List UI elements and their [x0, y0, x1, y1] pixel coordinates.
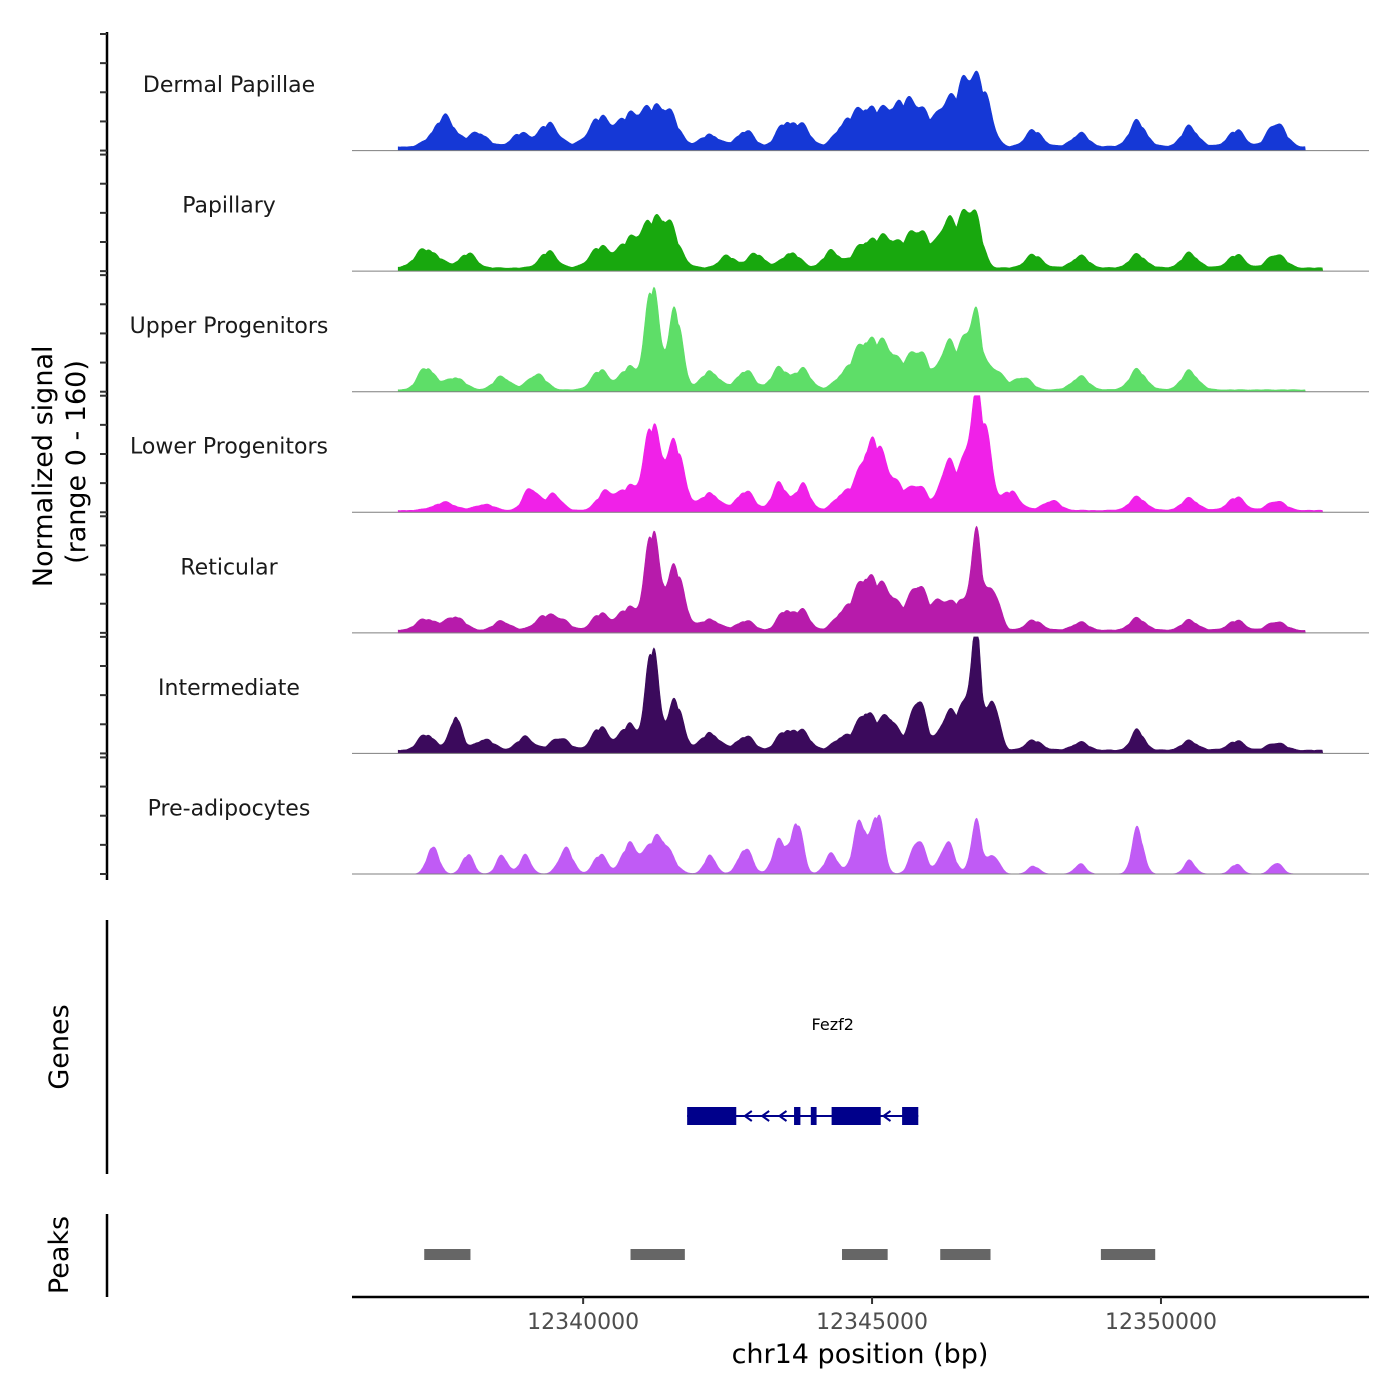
track-pre-adipocytes: [352, 814, 1369, 875]
y-axis-title-line1: Normalized signal: [28, 346, 59, 588]
track-label-intermediate: Intermediate: [158, 676, 300, 701]
coverage-area-dermal-papillae: [397, 70, 1306, 151]
coverage-area-pre-adipocytes: [398, 814, 1323, 875]
coverage-area-intermediate: [397, 636, 1324, 754]
track-dermal-papillae: [352, 70, 1369, 152]
y-axis-title: Normalized signal (range 0 - 160): [28, 337, 92, 587]
coverage-y-ticks: [100, 33, 107, 875]
track-upper-progenitors: [352, 286, 1369, 393]
gene-exon: [810, 1107, 817, 1125]
gene-exon: [831, 1107, 881, 1125]
gene-exon: [902, 1107, 919, 1125]
gene-annotation-track: Fezf2: [687, 1015, 919, 1125]
peaks-panel-label: Peaks: [44, 1216, 75, 1294]
track-label-lower-progenitors: Lower Progenitors: [130, 435, 328, 460]
peak-region: [842, 1249, 888, 1260]
peak-region: [1100, 1249, 1156, 1260]
coverage-area-lower-progenitors: [397, 395, 1324, 513]
peaks-track: [424, 1249, 1156, 1260]
peak-region: [940, 1249, 991, 1260]
strand-arrow: [743, 1110, 753, 1122]
coverage-tracks: [352, 70, 1369, 875]
coverage-area-papillary: [397, 208, 1324, 272]
gene-name-label: Fezf2: [812, 1015, 854, 1034]
strand-arrow: [760, 1110, 770, 1122]
x-tick-label: 12345000: [816, 1310, 928, 1335]
strand-arrow: [881, 1110, 892, 1122]
peak-region: [424, 1249, 471, 1260]
x-axis-title: chr14 position (bp): [732, 1339, 989, 1370]
track-lower-progenitors: [352, 395, 1369, 513]
y-axis-title-line2: (range 0 - 160): [61, 360, 92, 564]
genes-panel-label: Genes: [44, 1004, 75, 1089]
track-label-dermal-papillae: Dermal Papillae: [143, 73, 315, 98]
track-label-reticular: Reticular: [180, 555, 278, 580]
peak-region: [630, 1249, 685, 1260]
track-label-pre-adipocytes: Pre-adipocytes: [148, 796, 311, 821]
track-label-papillary: Papillary: [182, 194, 276, 219]
track-papillary: [352, 208, 1369, 272]
x-tick-label: 12340000: [527, 1310, 639, 1335]
x-tick-label: 12350000: [1105, 1310, 1217, 1335]
gene-exon: [687, 1107, 737, 1125]
coverage-area-reticular: [397, 525, 1306, 634]
track-reticular: [352, 525, 1369, 634]
strand-arrow: [777, 1110, 788, 1122]
track-labels: Dermal Papillae Papillary Upper Progenitor…: [130, 73, 329, 821]
x-axis-ticks: 12340000 12345000 12350000: [527, 1297, 1217, 1335]
gene-fezf2: Fezf2: [687, 1015, 919, 1125]
gene-exon: [794, 1107, 801, 1125]
track-intermediate: [352, 636, 1369, 754]
track-label-upper-progenitors: Upper Progenitors: [130, 314, 329, 339]
coverage-area-upper-progenitors: [397, 286, 1306, 392]
